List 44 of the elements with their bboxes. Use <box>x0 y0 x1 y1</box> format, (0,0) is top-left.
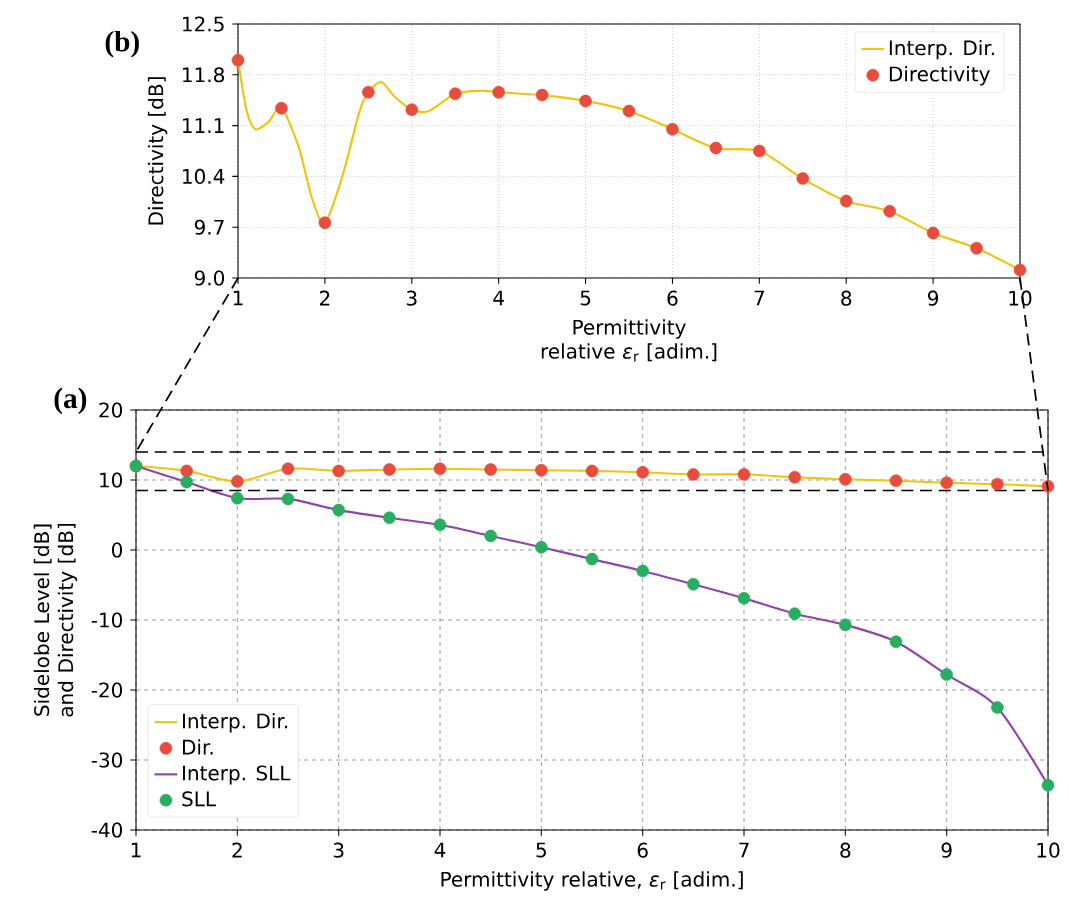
y-tick-label: 9.0 <box>194 270 225 286</box>
y-tick-label: 20 <box>99 402 123 418</box>
y-tick-label: -20 <box>91 682 123 698</box>
x-tick-label: 5 <box>536 842 546 858</box>
text: (a) <box>54 387 87 415</box>
y-tick-label: 9.7 <box>194 219 224 235</box>
x-tick-label: 4 <box>434 842 446 858</box>
x-tick-label: 5 <box>580 290 591 306</box>
y-tick-label: 12.5 <box>183 16 224 32</box>
x-tick-label: 10 <box>1037 842 1060 858</box>
y-axis-title: Sidelobe Level [dB] and Directivity [dB] <box>33 523 78 717</box>
x-tick-label: 3 <box>406 290 417 306</box>
x-tick-label: 9 <box>928 290 939 306</box>
y-tick-label: -10 <box>91 612 123 628</box>
x-tick-label: 6 <box>667 290 678 306</box>
legend-label: Interp. SLL <box>182 765 291 785</box>
y-tick-label: -40 <box>91 822 123 838</box>
x-tick-label: 8 <box>841 290 852 306</box>
y-tick-label: 10.4 <box>183 168 225 184</box>
x-tick-label: 2 <box>320 290 330 306</box>
legend-label: Interp. Dir. <box>182 713 288 733</box>
x-axis-title: Permittivity relative ε$_{r}$ [adim.] <box>541 319 717 362</box>
y-tick-label: 11.1 <box>183 118 224 133</box>
x-tick-label: 3 <box>333 842 344 858</box>
x-tick-label: 1 <box>233 290 243 306</box>
y-tick-label: -30 <box>91 752 123 768</box>
y-tick-label: 10 <box>100 472 123 488</box>
x-tick-label: 9 <box>941 842 952 858</box>
y-axis-title: Directivity [dB] <box>147 77 168 225</box>
x-tick-label: 6 <box>637 842 648 858</box>
y-tick-label: 11.8 <box>183 67 225 83</box>
y-tick-label: 0 <box>111 542 123 558</box>
legend-label: Dir. <box>182 739 213 755</box>
x-axis-title: Permittivity relative, ε$_{r}$ [adim.] <box>441 871 743 891</box>
x-tick-label: 7 <box>739 842 749 858</box>
x-tick-label: 1 <box>131 842 141 858</box>
legend-label: Directivity <box>889 66 990 86</box>
legend-label: SLL <box>182 791 216 807</box>
x-tick-label: 8 <box>840 842 851 858</box>
x-tick-label: 7 <box>754 290 764 306</box>
legend-label: Interp. Dir. <box>889 39 994 60</box>
x-tick-label: 4 <box>493 290 504 306</box>
text: (b) <box>105 30 139 58</box>
x-tick-label: 2 <box>232 842 242 858</box>
